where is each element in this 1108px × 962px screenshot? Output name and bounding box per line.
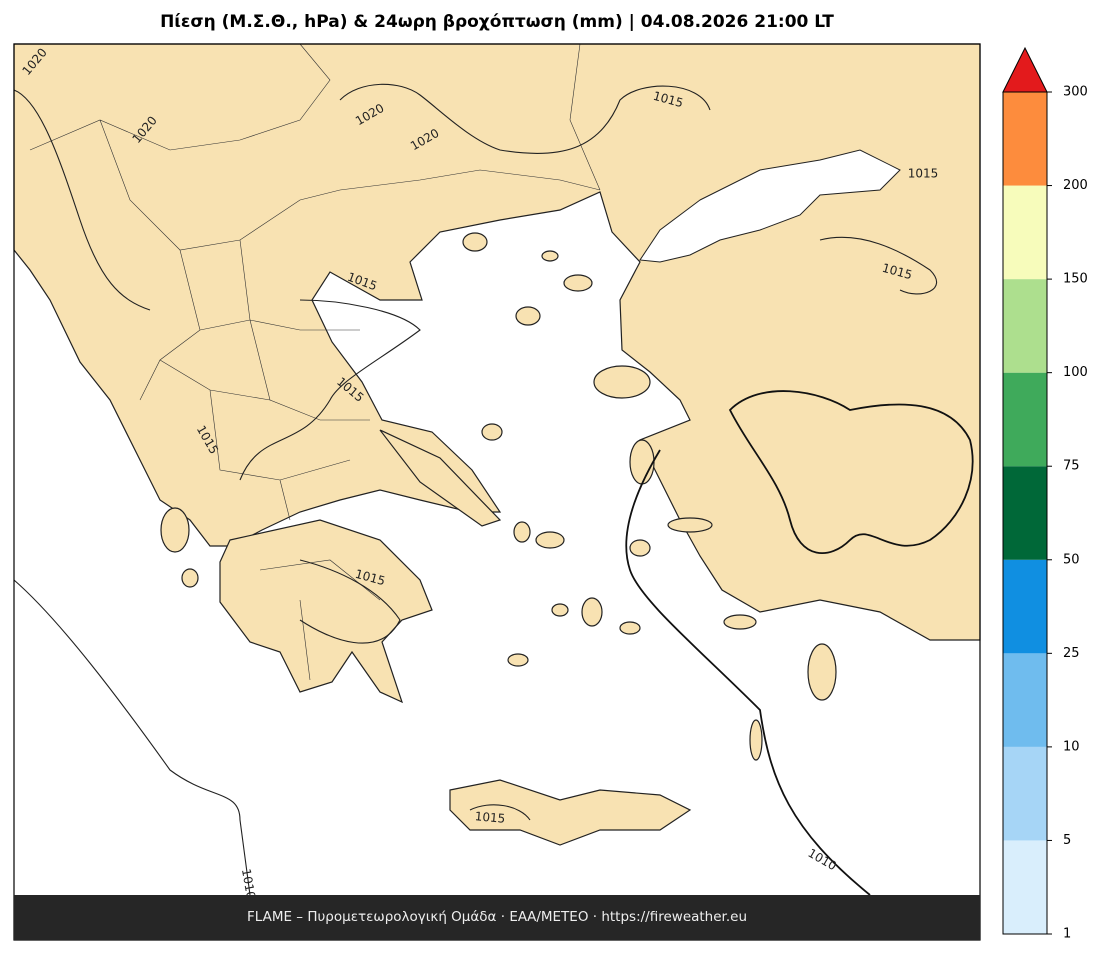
colorbar-tick-label: 25 [1063, 646, 1080, 661]
footer-band [14, 895, 980, 940]
colorbar-segment [1003, 746, 1047, 841]
colorbar-segment [1003, 559, 1047, 654]
colorbar-segment [1003, 372, 1047, 467]
islands [160, 232, 837, 761]
colorbar-extension [1002, 46, 1048, 93]
colorbar-tick-label: 300 [1063, 85, 1088, 100]
colorbar-segment [1003, 92, 1047, 186]
footer: FLAME – Πυρομετεωρολογική Ομάδα · ΕΑΑ/ME… [247, 909, 747, 925]
colorbar-tick-label: 10 [1063, 739, 1080, 754]
colorbar-frame [1002, 91, 1048, 935]
map: 1020102010201020101510151015101510151015… [13, 43, 981, 941]
colorbar-tick-label: 100 [1063, 365, 1088, 380]
isobar-label: 1015 [474, 809, 506, 826]
colorbar-tick-label: 75 [1063, 459, 1080, 474]
colorbar-tick-label: 5 [1063, 833, 1071, 848]
borders [29, 43, 601, 681]
colorbar-segment [1003, 840, 1047, 934]
colorbar-segment [1003, 185, 1047, 280]
peloponnese [219, 519, 433, 704]
isobars [13, 83, 974, 896]
colorbar-segment [1003, 279, 1047, 373]
sea-of-marmara [639, 149, 901, 263]
colorbar-segment [1003, 653, 1047, 747]
colorbar-tick-label: 1 [1063, 927, 1071, 942]
isobar-label: 1010 [239, 868, 258, 901]
euboea [379, 429, 502, 527]
isobar-label: 1015 [908, 167, 939, 181]
colorbar-tick-label: 150 [1063, 272, 1088, 287]
colorbar-tick-label: 50 [1063, 552, 1080, 567]
crete [449, 779, 692, 846]
colorbar-segment [1003, 466, 1047, 560]
title: Πίεση (Μ.Σ.Θ., hPa) & 24ωρη βροχόπτωση (… [160, 12, 834, 32]
colorbar-tick-label: 200 [1063, 178, 1088, 193]
colorbar: 1 5 10 25 50 75 100 150 200 300 [1002, 46, 1088, 942]
